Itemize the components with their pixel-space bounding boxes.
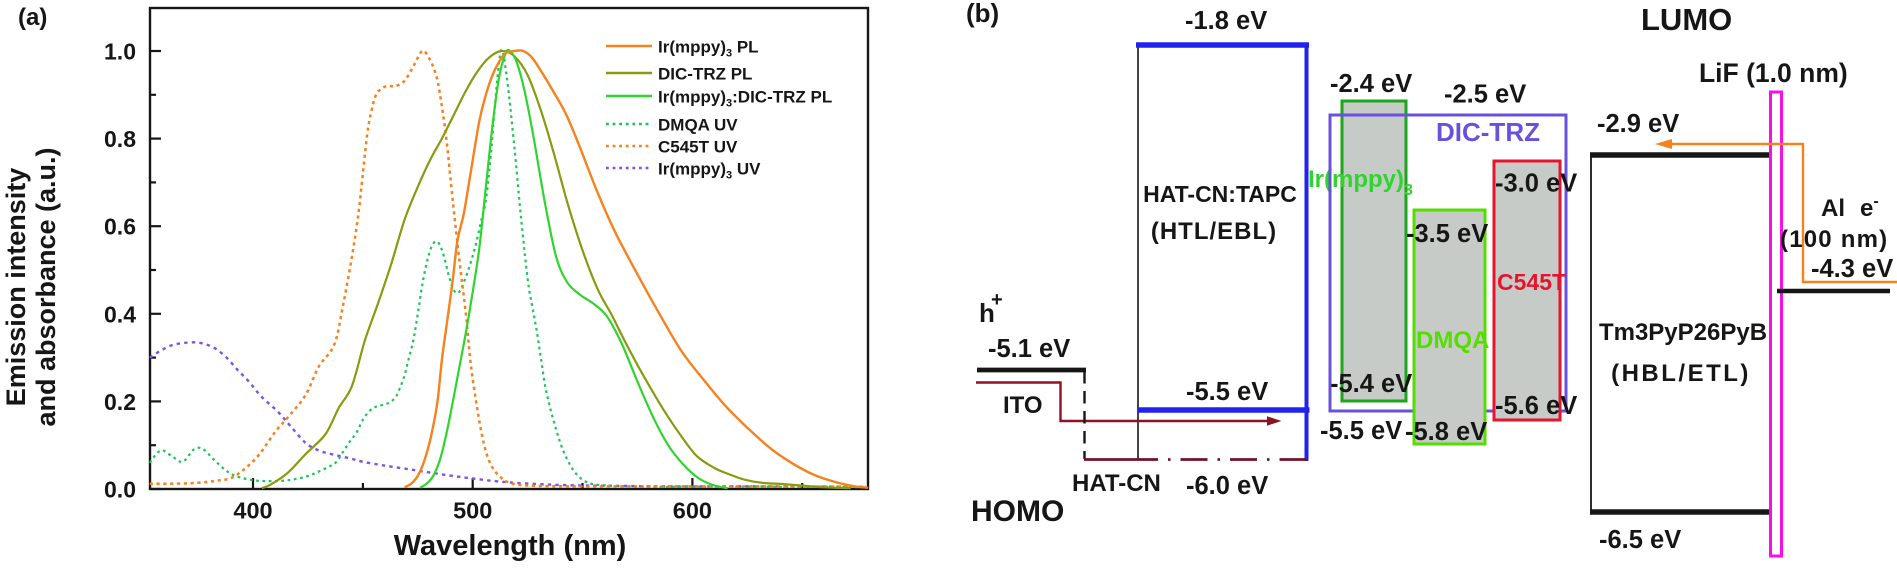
svg-text:and absorbance (a.u.): and absorbance (a.u.) [31, 147, 61, 426]
svg-text:-5.1 eV: -5.1 eV [988, 335, 1070, 363]
svg-text:0.2: 0.2 [104, 389, 136, 415]
svg-text:DMQA UV: DMQA UV [658, 116, 738, 135]
svg-text:(HTL/EBL): (HTL/EBL) [1151, 218, 1277, 245]
svg-text:(b): (b) [966, 0, 999, 28]
svg-text:-2.5 eV: -2.5 eV [1444, 81, 1526, 109]
svg-text:600: 600 [673, 498, 712, 524]
svg-text:-2.4 eV: -2.4 eV [1330, 70, 1412, 98]
svg-text:500: 500 [453, 498, 492, 524]
svg-text:400: 400 [233, 498, 272, 524]
svg-text:-4.3 eV: -4.3 eV [1811, 255, 1893, 283]
svg-text:+: + [991, 289, 1003, 311]
svg-text:DIC-TRZ: DIC-TRZ [1436, 117, 1540, 147]
svg-text:-2.9 eV: -2.9 eV [1597, 110, 1679, 138]
svg-text:Ir(mppy)3 PL: Ir(mppy)3 PL [658, 38, 759, 60]
svg-text:-5.6 eV: -5.6 eV [1495, 392, 1577, 420]
svg-text:0.8: 0.8 [104, 126, 136, 152]
svg-text:(100 nm): (100 nm) [1780, 226, 1888, 253]
svg-text:C545T: C545T [1497, 269, 1566, 295]
svg-text:DMQA: DMQA [1416, 327, 1489, 354]
svg-text:Al: Al [1821, 195, 1845, 222]
svg-text:0.0: 0.0 [104, 477, 136, 503]
svg-text:DIC-TRZ PL: DIC-TRZ PL [658, 65, 752, 84]
svg-text:Tm3PyP26PyB: Tm3PyP26PyB [1599, 319, 1767, 346]
svg-text:-3.0 eV: -3.0 eV [1495, 170, 1577, 198]
svg-text:-5.5 eV: -5.5 eV [1186, 378, 1268, 406]
svg-text:HOMO: HOMO [971, 495, 1064, 528]
svg-text:Ir(mppy)3:DIC-TRZ PL: Ir(mppy)3:DIC-TRZ PL [658, 88, 832, 110]
svg-text:Ir(mppy)3 UV: Ir(mppy)3 UV [658, 160, 761, 182]
svg-text:-6.0 eV: -6.0 eV [1186, 472, 1268, 500]
svg-text:HAT-CN: HAT-CN [1072, 470, 1161, 497]
svg-text:0.4: 0.4 [104, 301, 136, 327]
svg-text:-5.8 eV: -5.8 eV [1405, 418, 1487, 446]
svg-text:h: h [979, 298, 995, 328]
svg-text:-1.8 eV: -1.8 eV [1185, 7, 1267, 35]
svg-text:(a): (a) [18, 4, 47, 31]
svg-text:1.0: 1.0 [104, 39, 136, 65]
svg-text:(HBL/ETL): (HBL/ETL) [1611, 360, 1751, 387]
svg-text:-6.5 eV: -6.5 eV [1599, 526, 1681, 554]
svg-text:0.6: 0.6 [104, 214, 136, 240]
svg-text:HAT-CN:TAPC: HAT-CN:TAPC [1143, 181, 1297, 207]
svg-text:-5.4 eV: -5.4 eV [1330, 370, 1412, 398]
svg-text:e-: e- [1860, 193, 1879, 222]
svg-text:ITO: ITO [1003, 392, 1043, 419]
svg-text:LUMO: LUMO [1641, 2, 1732, 37]
svg-text:LiF (1.0 nm): LiF (1.0 nm) [1699, 58, 1848, 88]
svg-text:Emission intensity: Emission intensity [1, 168, 31, 407]
svg-text:C545T UV: C545T UV [658, 138, 738, 157]
svg-text:-3.5 eV: -3.5 eV [1406, 220, 1488, 248]
svg-text:-5.5 eV: -5.5 eV [1320, 417, 1402, 445]
svg-text:Wavelength (nm): Wavelength (nm) [394, 530, 627, 562]
